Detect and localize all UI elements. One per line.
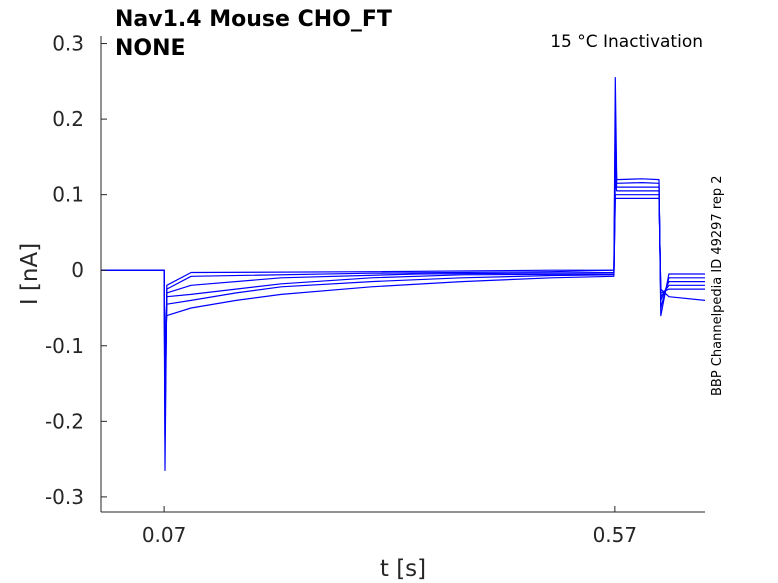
- y-tick-label: 0: [71, 258, 84, 282]
- y-ticks: -0.3 -0.2 -0.1 0 0.1 0.2 0.3: [45, 32, 107, 509]
- x-ticks: 0.07 0.57: [142, 506, 637, 547]
- x-tick-label: 0.07: [142, 523, 187, 547]
- series-layer: [101, 77, 706, 471]
- y-tick-label: -0.1: [45, 334, 84, 358]
- y-tick-label: -0.2: [45, 409, 84, 433]
- chart-title-line1: Nav1.4 Mouse CHO_FT: [115, 7, 392, 32]
- x-tick-label: 0.57: [593, 523, 638, 547]
- y-tick-label: 0.3: [52, 32, 84, 56]
- y-axis-label: I [nA]: [17, 243, 43, 305]
- x-axis-label: t [s]: [380, 556, 426, 582]
- y-tick-label: 0.2: [52, 107, 84, 131]
- chart-title-line2: NONE: [115, 36, 186, 61]
- side-label: BBP Channelpedia ID 49297 rep 2: [710, 175, 725, 396]
- condition-annotation: 15 °C Inactivation: [550, 32, 703, 52]
- series-line-6: [101, 197, 706, 347]
- y-tick-label: -0.3: [45, 485, 84, 509]
- y-tick-label: 0.1: [52, 183, 84, 207]
